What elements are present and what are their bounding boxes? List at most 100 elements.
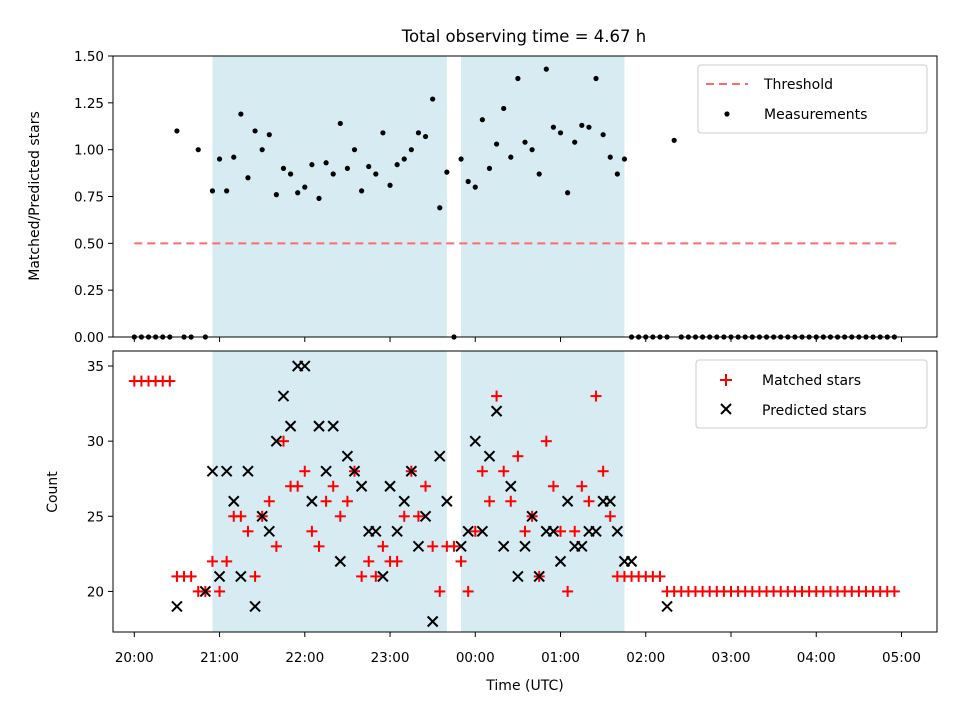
top-legend-frame bbox=[697, 64, 928, 134]
matched-star-point bbox=[292, 480, 304, 492]
x-tick-label: 00:00 bbox=[456, 650, 495, 666]
measurement-point bbox=[614, 171, 620, 177]
y-tick-label: 0.25 bbox=[74, 283, 104, 299]
predicted-star-point bbox=[277, 390, 290, 402]
x-tick-label: 02:00 bbox=[626, 650, 665, 666]
measurement-point bbox=[259, 147, 265, 153]
measurement-point bbox=[351, 147, 358, 153]
predicted-star-point bbox=[242, 465, 254, 477]
matched-star-point bbox=[604, 510, 616, 522]
predicted-star-point bbox=[469, 435, 481, 447]
predicted-star-point bbox=[327, 420, 339, 432]
matched-star-point bbox=[185, 570, 197, 582]
measurement-point bbox=[579, 122, 585, 128]
predicted-star-point bbox=[419, 510, 432, 523]
predicted-star-point bbox=[306, 495, 318, 507]
measurement-point bbox=[280, 165, 287, 171]
y-tick-label: 0.75 bbox=[74, 190, 104, 206]
predicted-star-point bbox=[533, 570, 545, 583]
matched-star-point bbox=[654, 570, 666, 582]
matched-star-point bbox=[277, 435, 289, 447]
bottom-x-ticks: 20:00 21:00 22:00 23:00 00:00 01:00 02:00 03:00… bbox=[115, 632, 921, 666]
y-tick-label: 0.50 bbox=[74, 236, 104, 252]
measurement-point bbox=[593, 75, 599, 82]
matched-star-point bbox=[270, 540, 282, 552]
measurement-point bbox=[316, 195, 322, 201]
y-tick-label: 25 bbox=[87, 509, 104, 525]
measurement-point bbox=[479, 117, 485, 123]
y-tick-label: 1.25 bbox=[74, 96, 104, 112]
y-tick-label: 35 bbox=[87, 359, 104, 375]
predicted-star-point bbox=[462, 525, 474, 538]
matched-star-point bbox=[512, 450, 524, 462]
matched-star-point bbox=[562, 585, 574, 597]
matched-star-point bbox=[164, 375, 176, 387]
measurement-point bbox=[529, 147, 535, 153]
measurement-point bbox=[344, 165, 351, 171]
measurement-point bbox=[472, 184, 478, 190]
measurement-point bbox=[266, 132, 272, 138]
x-tick-label: 21:00 bbox=[200, 650, 239, 666]
predicted-star-point bbox=[561, 495, 574, 507]
measurement-point bbox=[309, 162, 315, 168]
matched-star-point bbox=[341, 495, 353, 507]
predicted-star-point bbox=[412, 540, 425, 553]
measurement-point bbox=[515, 75, 521, 82]
matched-star-point bbox=[391, 555, 403, 567]
measurement-point bbox=[550, 124, 557, 130]
measurement-point bbox=[572, 139, 578, 145]
predicted-star-point bbox=[355, 480, 368, 492]
matched-star-point bbox=[363, 555, 375, 567]
predicted-star-point bbox=[526, 510, 538, 523]
measurement-point bbox=[493, 141, 500, 147]
matched-star-point bbox=[263, 495, 275, 507]
matched-star-point bbox=[519, 525, 531, 537]
matched-star-point bbox=[462, 585, 474, 597]
measurement-point bbox=[337, 120, 343, 127]
y-tick-label: 1.50 bbox=[74, 49, 104, 65]
predicted-star-point bbox=[235, 570, 247, 583]
predicted-star-point bbox=[341, 450, 354, 462]
measurement-point bbox=[231, 154, 237, 160]
matched-star-point bbox=[448, 540, 460, 552]
matched-star-point bbox=[583, 495, 595, 507]
matched-star-point bbox=[398, 510, 410, 522]
measurement-point bbox=[458, 156, 464, 162]
matched-star-point bbox=[313, 540, 325, 552]
top-x-ticks bbox=[133, 337, 902, 342]
top-panel: 0.00 0.25 0.50 0.75 1.00 1.25 1.50 Matched/Pre… bbox=[27, 49, 938, 346]
matched-star-point bbox=[434, 585, 446, 597]
measurement-point bbox=[486, 165, 493, 171]
measurement-point bbox=[437, 205, 443, 211]
predicted-star-point bbox=[206, 465, 219, 477]
matched-star-point bbox=[214, 585, 226, 597]
predicted-star-point bbox=[455, 540, 467, 553]
matched-star-point bbox=[505, 495, 517, 507]
x-axis-label: Time (UTC) bbox=[485, 678, 563, 694]
measurement-point bbox=[387, 182, 393, 188]
predicted-star-point bbox=[490, 405, 503, 417]
measurement-point bbox=[621, 156, 628, 162]
observing-window-1 bbox=[212, 351, 447, 632]
matched-star-point bbox=[555, 525, 567, 537]
bottom-panel: 20 25 30 35 20:00 21:00 22:00 23:00 00:00 01:00 0… bbox=[45, 350, 938, 694]
predicted-star-point bbox=[398, 495, 410, 507]
predicted-star-point bbox=[625, 555, 638, 568]
matched-star-point bbox=[235, 510, 247, 522]
matched-star-point bbox=[427, 540, 439, 552]
observing-window-1 bbox=[212, 56, 447, 337]
predicted-star-point bbox=[547, 525, 560, 538]
predicted-star-point bbox=[519, 540, 531, 553]
measurement-point bbox=[252, 128, 258, 134]
matched-star-point bbox=[540, 435, 552, 447]
measurement-point bbox=[565, 190, 571, 196]
y-tick-label: 0.00 bbox=[74, 330, 104, 346]
measurement-point bbox=[373, 171, 379, 177]
measurement-point bbox=[245, 175, 251, 181]
measurement-point bbox=[522, 139, 528, 145]
matched-star-point bbox=[334, 510, 346, 522]
matched-star-point bbox=[547, 480, 559, 492]
predicted-star-point bbox=[661, 600, 673, 613]
x-tick-label: 05:00 bbox=[882, 650, 921, 666]
